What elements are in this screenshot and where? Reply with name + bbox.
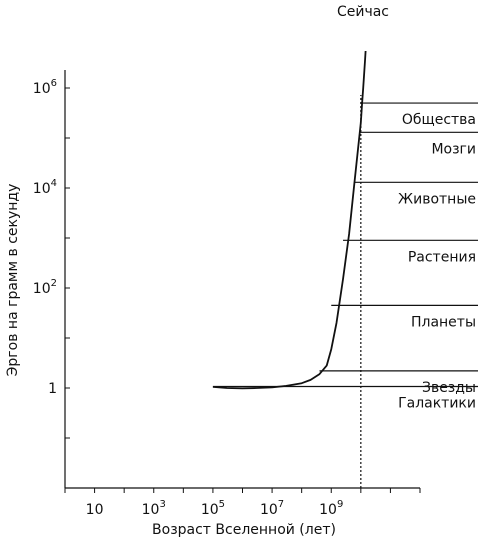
y-tick-label: 104: [33, 178, 57, 197]
threshold-label: Растения: [408, 249, 476, 265]
threshold-label: Мозги: [431, 141, 476, 157]
x-tick-label: 105: [201, 499, 225, 518]
x-tick-label: 107: [260, 499, 284, 518]
threshold-label: Животные: [398, 191, 476, 207]
threshold-label: Общества: [402, 112, 476, 128]
axes-group: 10 103 105 107 109 1 102 104 106: [33, 70, 421, 518]
y-tick-label: 106: [33, 78, 57, 97]
series-group: [212, 50, 367, 390]
y-axis-label: Эргов на грамм в секунду: [5, 184, 21, 377]
x-tick-label: 109: [319, 499, 343, 518]
x-tick-label: 10: [86, 502, 104, 518]
x-axis-label: Возраст Вселенной (лет): [152, 522, 336, 538]
now-label: Сейчас: [337, 4, 389, 20]
threshold-label: Галактики: [398, 396, 476, 412]
y-tick-label: 102: [33, 278, 57, 297]
threshold-label: Планеты: [411, 314, 476, 330]
y-tick-label: 1: [48, 381, 57, 397]
threshold-label: Звезды: [422, 380, 476, 396]
x-tick-label: 103: [142, 499, 166, 518]
series-line: [212, 50, 367, 390]
